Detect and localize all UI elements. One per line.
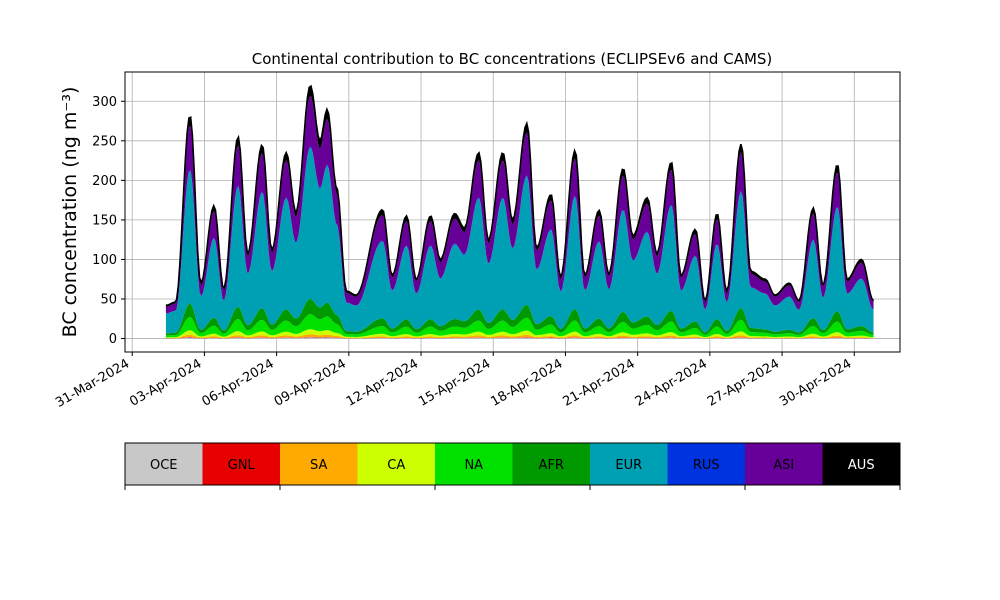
legend-label: OCE [150,458,178,473]
y-tick-label: 250 [92,134,117,149]
legend-label: AFR [539,458,564,473]
y-tick-label: 50 [100,293,117,308]
chart-title: Continental contribution to BC concentra… [252,50,773,68]
x-tick-label: 21-Apr-2024 [561,356,638,409]
legend-swatch-na [435,443,513,485]
y-tick-label: 150 [92,213,117,228]
area-gnl [165,336,874,339]
area-na [165,314,874,338]
legend-swatch-gnl [202,443,280,485]
area-ca [165,329,874,338]
legend-label: NA [464,458,483,473]
legend-swatch-afr [512,443,590,485]
x-tick-label: 12-Apr-2024 [344,356,421,409]
x-axis-ticks: 31-Mar-202403-Apr-202406-Apr-202409-Apr-… [53,352,855,411]
x-tick-label: 27-Apr-2024 [705,356,782,409]
legend-label: CA [387,458,405,473]
x-tick-label: 03-Apr-2024 [127,356,204,409]
legend-swatch-rus [667,443,745,485]
x-tick-label: 06-Apr-2024 [200,356,277,409]
legend-swatch-eur [590,443,668,485]
legend-label: EUR [615,458,642,473]
x-tick-label: 09-Apr-2024 [272,356,349,409]
legend-swatch-aus [822,443,900,485]
stacked-areas [165,84,875,339]
x-tick-label: 24-Apr-2024 [633,356,710,409]
legend-label: RUS [693,458,720,473]
y-tick-label: 300 [92,95,117,110]
legend-frame [124,442,901,486]
x-tick-label: 31-Mar-2024 [53,356,132,410]
legend-label: ASI [773,458,794,473]
colorbar-legend: OCE GNL SA CA NA AFR EUR RUS ASI AUS [124,442,901,490]
total-outline [165,84,875,307]
legend-label: AUS [848,458,875,473]
legend-label: GNL [228,458,256,473]
legend-swatch-oce [125,443,203,485]
x-tick-label: 15-Apr-2024 [416,356,493,409]
y-axis-label: BC concentration (ng m⁻³) [59,87,81,338]
plot-frame [124,71,901,353]
area-afr [165,298,874,336]
legend-label: SA [310,458,327,473]
y-tick-label: 100 [92,253,117,268]
area-asi [165,96,874,314]
x-tick-label: 30-Apr-2024 [777,356,854,409]
area-eur [165,147,874,334]
legend-swatch-asi [745,443,823,485]
y-tick-label: 0 [109,332,117,347]
legend-swatch-sa [280,443,358,485]
x-tick-label: 18-Apr-2024 [488,356,565,409]
y-axis-ticks: 0 50 100 150 200 250 300 [92,95,125,347]
area-sa [165,334,874,339]
y-tick-label: 200 [92,174,117,189]
area-oce [165,337,874,339]
legend-swatch-ca [357,443,435,485]
